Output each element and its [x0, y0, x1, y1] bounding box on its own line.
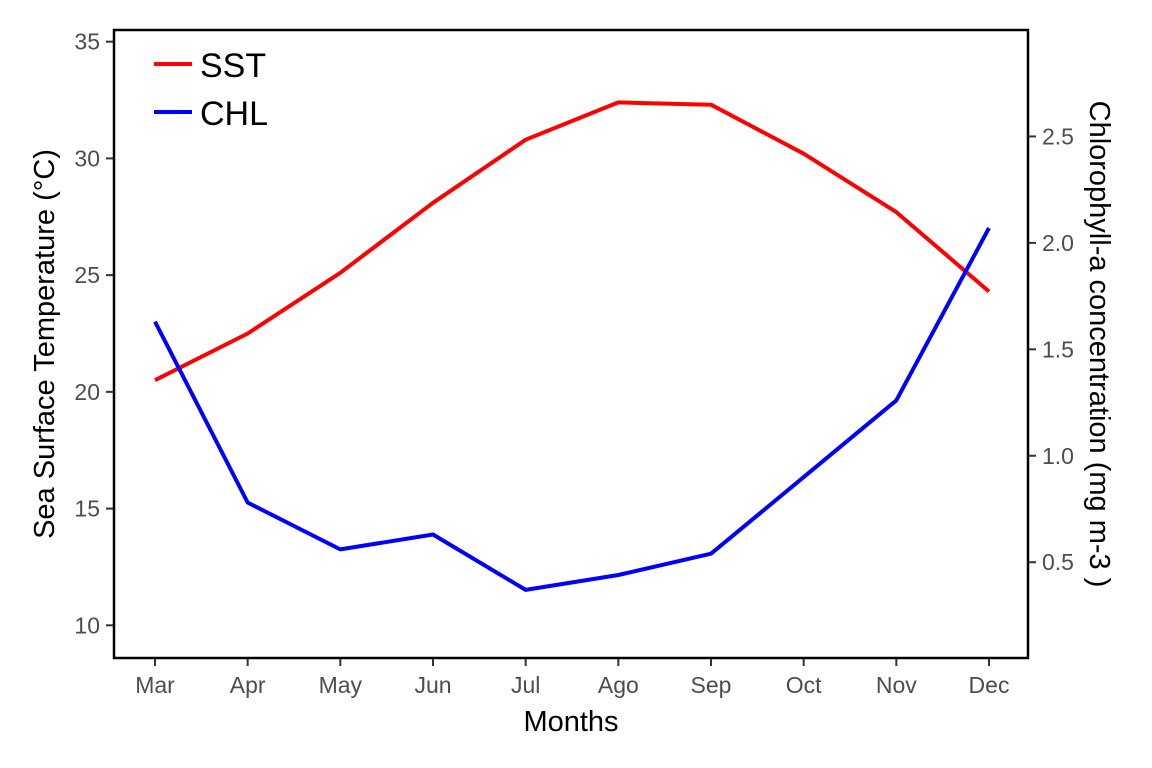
x-tick-label: Dec [969, 672, 1010, 698]
y-tick-label: 35 [74, 29, 100, 55]
x-tick-label: May [319, 672, 363, 698]
y-tick-label: 25 [74, 262, 100, 288]
y2-tick-label: 1.5 [1042, 336, 1074, 362]
series-layer [153, 100, 991, 592]
x-axis: Mar Apr May Jun Jul Ago Sep Oct Nov Dec [135, 658, 1009, 698]
x-tick-label: Sep [691, 672, 732, 698]
legend-label-sst: SST [200, 47, 266, 85]
y-tick-label: 15 [74, 496, 100, 522]
legend: SST CHL [154, 47, 268, 133]
y-tick-label: 20 [74, 379, 100, 405]
y2-tick-label: 2.0 [1042, 230, 1074, 256]
x-axis-title: Months [523, 706, 618, 738]
x-tick-label: Oct [786, 672, 822, 698]
x-tick-label: Apr [230, 672, 266, 698]
left-y-axis: 10 15 20 25 30 35 [74, 29, 114, 638]
x-tick-label: Mar [135, 672, 175, 698]
y-tick-label: 30 [74, 145, 100, 171]
y2-tick-label: 1.0 [1042, 443, 1074, 469]
series-line-sst [154, 100, 991, 382]
x-tick-label: Nov [876, 672, 917, 698]
series-line-chl [153, 227, 991, 592]
y2-tick-label: 2.5 [1042, 123, 1074, 149]
x-tick-label: Jun [414, 672, 451, 698]
right-y-axis-title: Chlorophyll-a concentration (mg m-3 ) [1083, 101, 1115, 588]
right-y-axis: 0.5 1.0 1.5 2.0 2.5 [1028, 123, 1074, 575]
plot-panel-border [112, 28, 1030, 660]
left-y-axis-title: Sea Surface Temperature (°C) [29, 149, 61, 539]
x-tick-label: Jul [511, 672, 540, 698]
x-tick-label: Ago [598, 672, 639, 698]
legend-label-chl: CHL [200, 95, 268, 133]
y-tick-label: 10 [74, 612, 100, 638]
y2-tick-label: 0.5 [1042, 549, 1074, 575]
